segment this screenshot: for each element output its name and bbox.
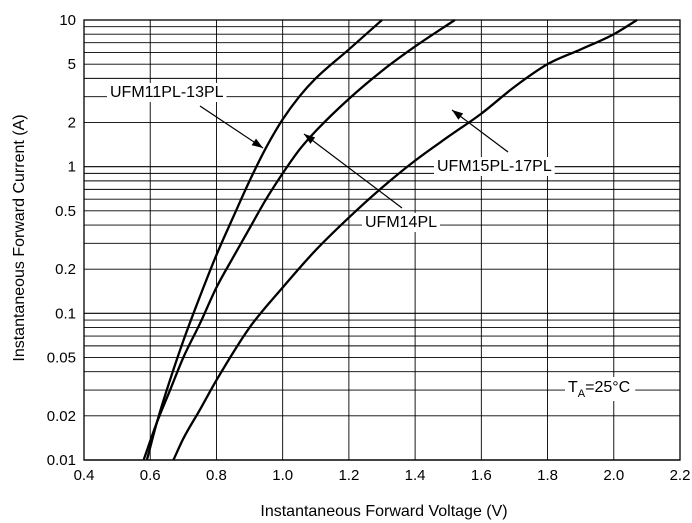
condition-label: TA=25°C [568,379,630,400]
condition-label-background [565,377,636,401]
x-axis-title: Instantaneous Forward Voltage (V) [260,503,507,520]
y-tick-label: 10 [59,12,76,29]
y-tick-label: 0.1 [55,305,76,322]
annotation-arrow-head [304,134,316,144]
y-tick-label: 0.2 [55,261,76,278]
y-tick-label: 1 [68,159,76,176]
annotation-label-background [434,157,555,176]
annotation-label-background [107,83,227,102]
y-axis-title: Instantaneous Forward Current (A) [11,114,28,361]
y-tick-label: 2 [68,115,76,132]
x-tick-label: 1.0 [272,467,293,484]
x-tick-label: 2.2 [670,467,691,484]
annotation-arrow-shaft [199,105,264,149]
annotation-label: UFM15PL-17PL [437,158,552,175]
x-tick-label: 0.6 [140,467,161,484]
annotation-label-background [362,213,441,232]
x-tick-label: 0.4 [74,467,95,484]
x-tick-label: 1.4 [405,467,426,484]
annotation-label: UFM11PL-13PL [110,84,224,101]
x-tick-label: 1.2 [338,467,359,484]
x-tick-label: 1.6 [471,467,492,484]
y-tick-label: 0.5 [55,203,76,220]
x-tick-label: 0.8 [206,467,227,484]
annotations: UFM11PL-13PL UFM14PL UFM15PL-17PL TA=25°C [107,83,636,401]
series-group [142,19,638,461]
series-line-ufm11pl-13pl [145,19,383,461]
series-line-ufm14pl [142,19,456,461]
annotation-arrow-shaft [451,109,509,153]
grid [83,20,681,461]
x-tick-label: 1.8 [537,467,558,484]
x-tick-label: 2.0 [603,467,624,484]
y-tick-label: 5 [68,56,76,73]
y-tick-label: 0.05 [47,349,76,366]
tick-labels: 0.4 0.6 0.8 1.0 1.2 1.4 1.6 1.8 2.0 2.2 0.01 0.02 0.… [47,12,691,484]
annotation-label: UFM14PL [365,214,437,231]
annotation-arrow-head [251,138,263,148]
annotation-arrow-shaft [303,133,403,209]
annotation-arrow-head [452,110,464,120]
y-tick-label: 0.01 [47,452,76,469]
series-line-ufm15pl-17pl [172,19,638,461]
y-tick-label: 0.02 [47,408,76,425]
